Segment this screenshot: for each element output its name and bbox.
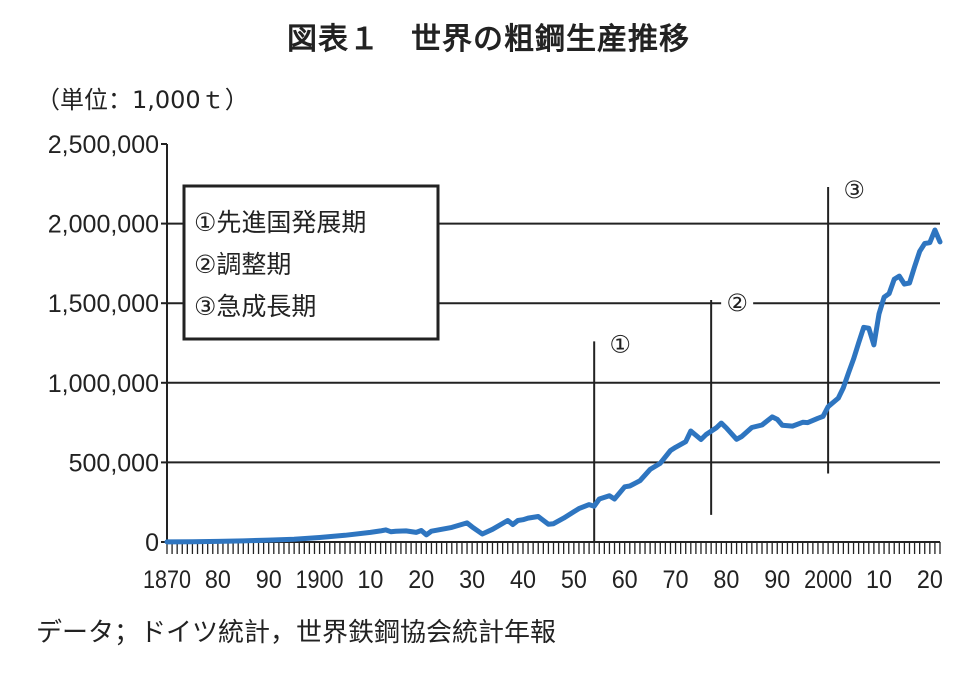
period-marker-label-bg [838,172,871,205]
series [164,227,943,545]
x-tick-label: 10 [866,566,892,594]
x-tick-label: 10 [357,566,383,594]
legend-entry-2: ②調整期 [194,250,291,279]
x-tick-label: 40 [510,566,536,594]
y-tick-label: 2,000,000 [48,211,159,239]
period-marker-label: ① [609,330,631,358]
legend-entry-1: ①先進国発展期 [194,208,366,237]
x-tick-label: 1870 [143,566,191,594]
period-marker-label: ② [726,289,748,317]
series-line [164,227,943,545]
x-tick-label: 2000 [804,566,852,594]
period-marker-label-bg [721,286,754,319]
axes: 0 500,000 1,000,000 1,500,000 2,000,000 2,500… [48,131,943,594]
x-tick-label: 50 [561,566,587,594]
x-tick-label: 70 [663,566,689,594]
period-marker-label-bg [604,327,637,360]
x-tick-label: 1900 [296,566,344,594]
legend-entry-3: ③急成長期 [194,292,316,321]
x-tick-label: 20 [408,566,434,594]
x-tick-label: 60 [612,566,638,594]
y-tick-label: 0 [145,529,159,557]
y-tick-label: 500,000 [69,449,159,477]
legend-box [182,184,440,341]
unit-label: （単位：1,000ｔ） [36,86,249,114]
x-tick-label: 90 [764,566,790,594]
period-markers: ① ② ③ [593,172,871,542]
source-note: データ；ドイツ統計，世界鉄鋼協会統計年報 [36,618,557,648]
period-marker-label: ③ [843,176,865,204]
x-tick-label: 30 [459,566,485,594]
x-tick-label: 20 [917,566,943,594]
y-tick-label: 1,000,000 [48,370,159,398]
y-tick-label: 2,500,000 [48,131,159,159]
legend: ①先進国発展期 ②調整期 ③急成長期 [182,184,440,341]
x-tick-label: 90 [256,566,282,594]
x-tick-label: 80 [713,566,739,594]
x-tick-label: 80 [205,566,231,594]
chart-title: 図表１ 世界の粗鋼生産推移 [287,22,690,57]
y-tick-label: 1,500,000 [48,290,159,318]
